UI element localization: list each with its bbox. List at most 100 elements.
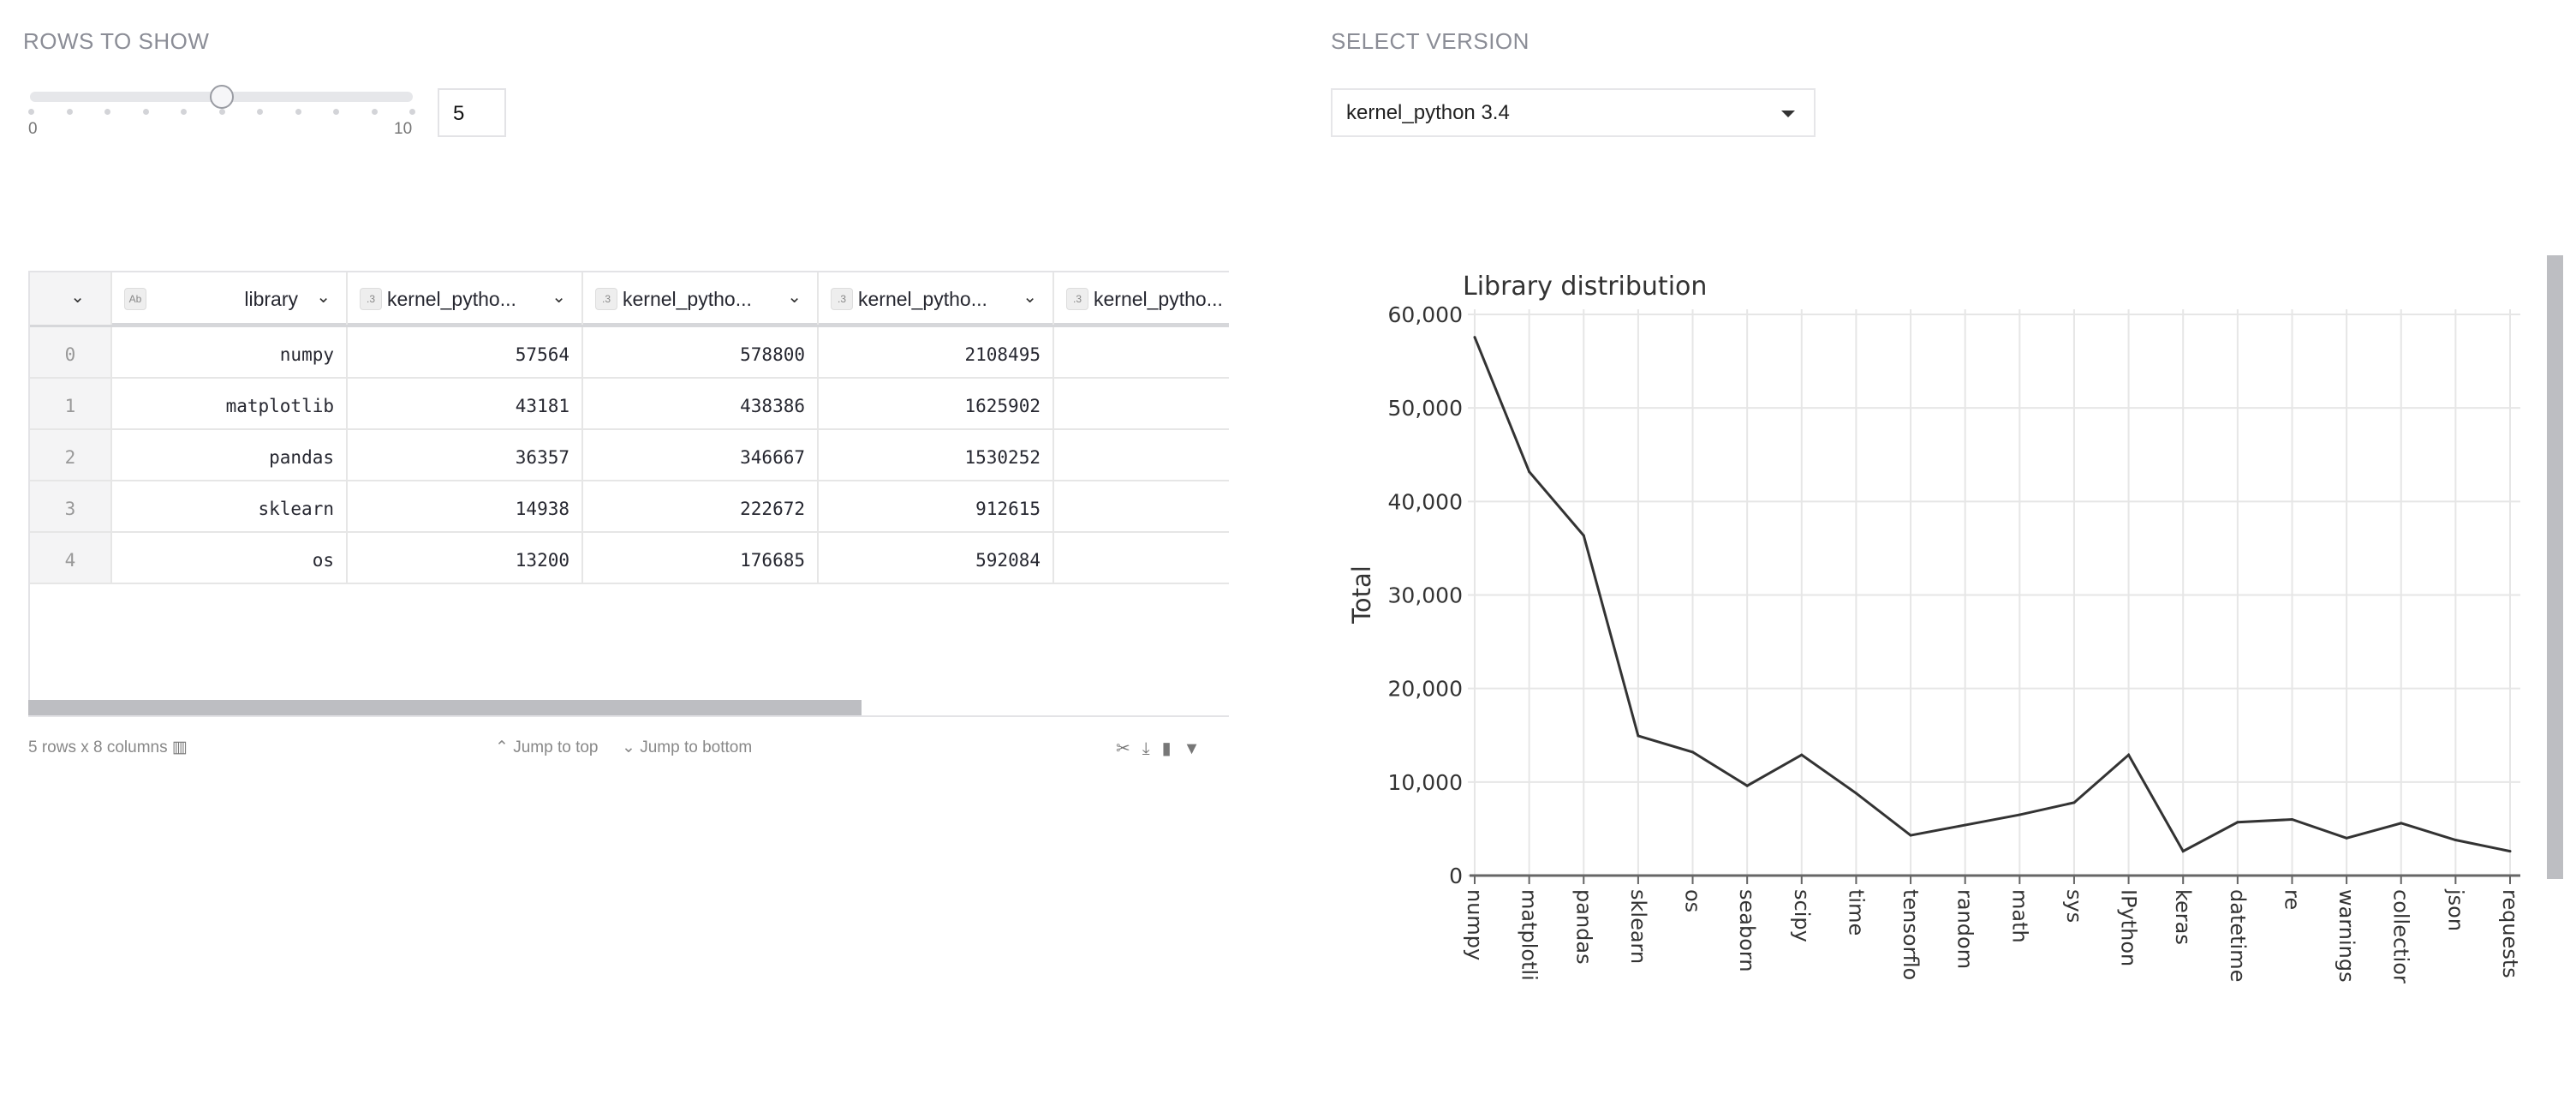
select-version-label: SELECT VERSION [1331, 28, 1530, 54]
data-point [2236, 821, 2239, 824]
y-tick-label: 20,000 [1388, 677, 1463, 702]
data-point [1800, 753, 1804, 756]
columns-icon[interactable]: ▥ [171, 738, 188, 756]
table-cell[interactable]: 592084 [819, 533, 1054, 584]
x-tick-label: sklearn [1626, 889, 1650, 964]
download-icon[interactable]: ⤓ [1142, 739, 1162, 758]
table-cell[interactable]: 150 [1054, 430, 1229, 481]
slider-step-dot [333, 109, 339, 115]
rows-slider-thumb[interactable] [209, 85, 234, 109]
data-table: ⌄ Ab library ⌄ .3 kernel_pytho... ⌄ .3 ker… [28, 271, 1229, 716]
table-cell[interactable]: 578800 [583, 327, 819, 379]
column-type-icon: .3 [831, 288, 853, 310]
row-index: 3 [30, 481, 112, 533]
data-point [2345, 836, 2348, 840]
y-axis-label: Total [1347, 565, 1376, 625]
table-cell[interactable]: 222672 [583, 481, 819, 533]
clipboard-icon[interactable]: ▮ [1161, 739, 1184, 758]
line-chart: 0 10,000 20,000 30,000 40,000 50,000 60,000 num… [1347, 272, 2522, 983]
column-header[interactable]: .3 kernel_pytho... ⌄ [819, 272, 1054, 325]
slider-min-label: 0 [28, 120, 38, 138]
x-tick-label: json [2443, 888, 2467, 931]
x-tick-label: numpy [1463, 889, 1487, 960]
table-toolbar: ✂⤓▮▼ [1116, 738, 1212, 759]
x-tick-label: math [2007, 889, 2031, 943]
table-cell[interactable]: 57564 [348, 327, 583, 379]
table-cell[interactable]: numpy [112, 327, 348, 379]
slider-step-dot [142, 109, 149, 115]
rows-number-input[interactable]: 5 [438, 88, 506, 137]
x-tick-label: random [1953, 889, 1977, 969]
table-cell[interactable]: 1530252 [819, 430, 1054, 481]
x-tick-label: time [1844, 889, 1868, 936]
data-point [1854, 792, 1857, 795]
table-cell[interactable]: 173 [1054, 327, 1229, 379]
table-cell[interactable]: 14938 [348, 481, 583, 533]
column-header-label: kernel_pytho... [623, 288, 752, 310]
table-cell[interactable]: matplotlib [112, 379, 348, 430]
x-tick-label: requests [2498, 889, 2522, 978]
index-header[interactable]: ⌄ [30, 272, 112, 325]
row-index: 2 [30, 430, 112, 481]
version-select-value: kernel_python 3.4 [1346, 101, 1510, 124]
jump-to-top-button[interactable]: ⌃ Jump to top [495, 738, 599, 756]
table-cell[interactable]: 43 [1054, 533, 1229, 584]
chart-title: Library distribution [1463, 272, 1707, 302]
table-cell[interactable]: 1625902 [819, 379, 1054, 430]
column-header[interactable]: .3 kernel_pytho... ⌄ [583, 272, 819, 325]
chevron-down-icon: ⌄ [316, 288, 331, 307]
column-header[interactable]: .3 kernel_pytho... ⌄ [348, 272, 583, 325]
table-cell[interactable]: 2108495 [819, 327, 1054, 379]
x-tick-label: warnings [2334, 889, 2358, 983]
table-cell[interactable]: 79 [1054, 481, 1229, 533]
jump-to-bottom-button[interactable]: ⌄ Jump to bottom [622, 738, 753, 756]
vertical-scrollbar[interactable] [2547, 255, 2563, 879]
x-tick-label: pandas [1571, 889, 1595, 965]
slider-step-dot [371, 109, 378, 115]
table-cell[interactable]: 138 [1054, 379, 1229, 430]
horizontal-scrollbar[interactable] [28, 700, 862, 715]
table-header: ⌄ Ab library ⌄ .3 kernel_pytho... ⌄ .3 ker… [30, 271, 1229, 327]
filter-icon[interactable]: ▼ [1183, 739, 1213, 758]
table-cell[interactable]: os [112, 533, 348, 584]
table-summary: 5 rows x 8 columns ▥ [28, 738, 188, 757]
table-cell[interactable]: 36357 [348, 430, 583, 481]
column-header-label: kernel_pytho... [387, 288, 516, 310]
jump-to-bottom-label: Jump to bottom [640, 738, 753, 756]
chevron-down-icon: ⌄ [552, 288, 566, 307]
x-tick-label: sys [2062, 889, 2086, 923]
x-tick-label: re [2280, 889, 2304, 910]
table-cell[interactable]: 346667 [583, 430, 819, 481]
slider-step-dot [181, 109, 187, 115]
table-cell[interactable]: sklearn [112, 481, 348, 533]
data-point [2181, 850, 2185, 853]
data-point [2400, 822, 2403, 825]
tools-icon[interactable]: ✂ [1116, 739, 1142, 758]
y-tick-label: 60,000 [1388, 302, 1463, 327]
x-tick-label: scipy [1790, 889, 1814, 942]
x-tick-label: keras [2171, 889, 2195, 945]
data-point [1745, 784, 1749, 787]
table-cell[interactable]: 912615 [819, 481, 1054, 533]
x-tick-label: matplotli [1518, 889, 1541, 981]
rows-to-show-label: ROWS TO SHOW [23, 28, 210, 54]
table-cell[interactable]: 13200 [348, 533, 583, 584]
table-cell[interactable]: 43181 [348, 379, 583, 430]
column-header[interactable]: .3 kernel_pytho... ⌄ [1054, 272, 1229, 325]
column-type-icon: .3 [360, 288, 382, 310]
table-cell[interactable]: 438386 [583, 379, 819, 430]
data-point [1473, 336, 1476, 339]
x-tick-label: os [1681, 889, 1705, 912]
table-cell[interactable]: 176685 [583, 533, 819, 584]
data-point [2290, 818, 2293, 821]
data-point [1691, 750, 1695, 754]
data-point [2127, 753, 2131, 756]
slider-max-label: 10 [394, 120, 413, 138]
row-index: 1 [30, 379, 112, 430]
chevron-down-icon: ⌄ [787, 288, 802, 307]
x-tick-label: collectior [2389, 889, 2413, 983]
table-cell[interactable]: pandas [112, 430, 348, 481]
column-header[interactable]: Ab library ⌄ [112, 272, 348, 325]
version-select[interactable]: kernel_python 3.4 [1331, 88, 1816, 137]
rows-columns-count: 5 rows x 8 columns [28, 738, 168, 756]
